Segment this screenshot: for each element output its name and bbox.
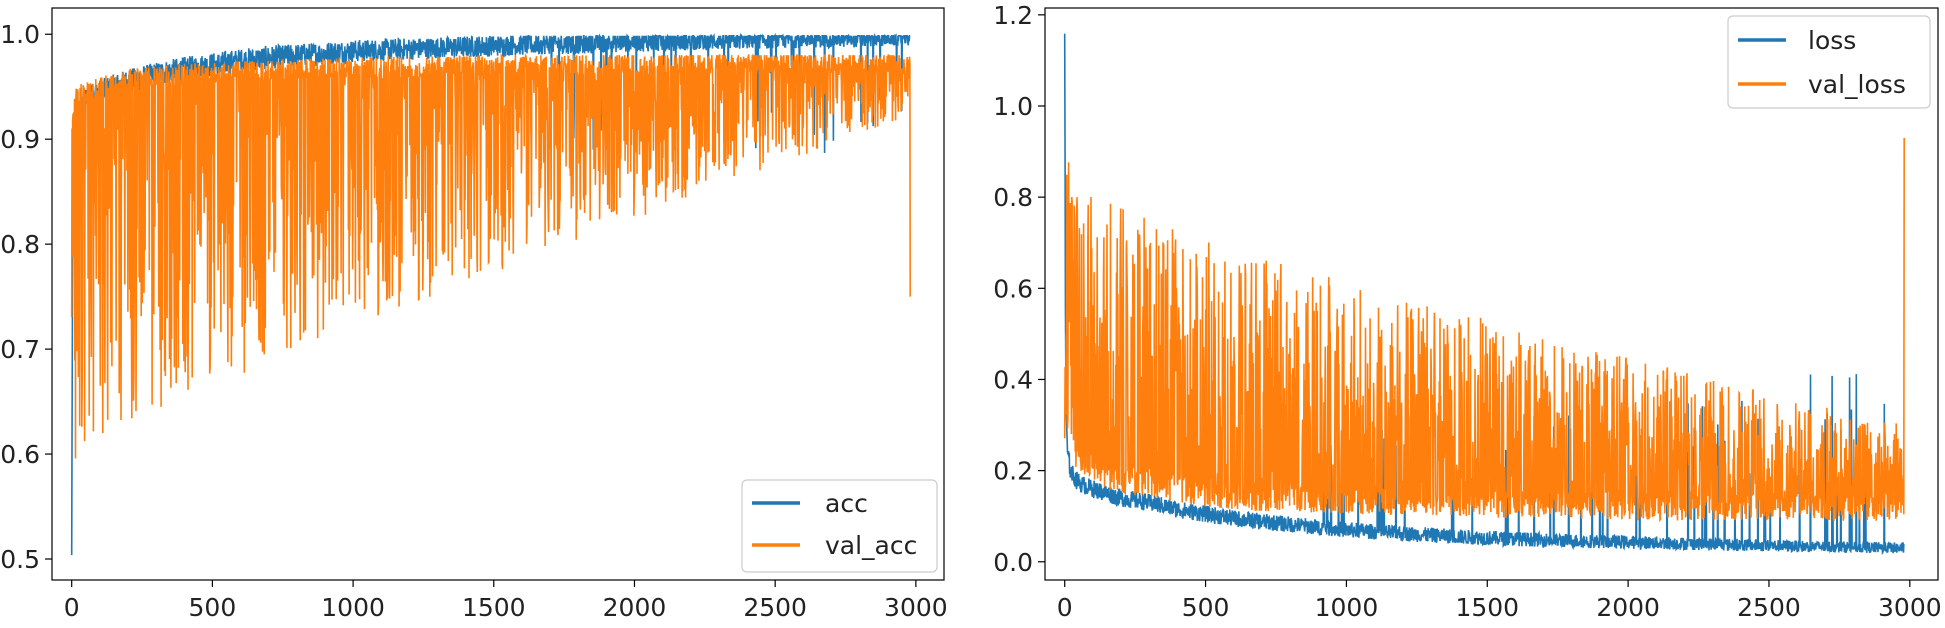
y-tick-label: 1.0 (993, 92, 1033, 121)
y-tick-label: 0.6 (0, 440, 40, 469)
x-tick-label: 1500 (1455, 593, 1519, 622)
accuracy-plot-frame (51, 7, 945, 581)
x-tick-label: 0 (64, 593, 80, 622)
x-tick-label: 500 (189, 593, 237, 622)
accuracy-chart: 0.5 0.6 0.7 0.8 0.9 1.0 0 500 1000 1500 2000 2500 3… (0, 7, 948, 622)
x-tick-label: 2000 (1596, 593, 1660, 622)
y-tick-label: 0.9 (0, 125, 40, 154)
legend-label-val-acc: val_acc (825, 531, 917, 560)
x-tick-label: 1000 (1315, 593, 1379, 622)
loss-plot-frame (1044, 7, 1939, 581)
x-tick-label: 2500 (1737, 593, 1801, 622)
accuracy-series-val-acc (70, 53, 912, 459)
y-tick-label: 0.6 (993, 274, 1033, 303)
accuracy-series-acc (70, 32, 911, 556)
x-tick-label: 1000 (321, 593, 385, 622)
x-tick-label: 500 (1182, 593, 1230, 622)
y-tick-label: 0.8 (993, 183, 1033, 212)
y-tick-label: 0.8 (0, 230, 40, 259)
y-tick-label: 0.5 (0, 545, 40, 574)
accuracy-series-layer (70, 32, 912, 556)
y-tick-label: 0.0 (993, 548, 1033, 577)
x-tick-label: 3000 (884, 593, 948, 622)
x-tick-label: 3000 (1878, 593, 1942, 622)
loss-x-axis: 0 500 1000 1500 2000 2500 3000 (1057, 580, 1942, 622)
loss-series-val-loss (1063, 137, 1905, 523)
accuracy-legend: acc val_acc (741, 479, 938, 573)
x-tick-label: 1500 (462, 593, 526, 622)
x-tick-label: 2000 (603, 593, 667, 622)
accuracy-y-axis: 0.5 0.6 0.7 0.8 0.9 1.0 (0, 20, 52, 574)
y-tick-label: 0.2 (993, 457, 1033, 486)
loss-legend: loss val_loss (1727, 15, 1931, 109)
y-tick-label: 1.0 (0, 20, 40, 49)
x-tick-label: 2500 (743, 593, 807, 622)
y-tick-label: 0.4 (993, 365, 1033, 394)
legend-label-loss: loss (1808, 26, 1856, 55)
legend-label-val-loss: val_loss (1808, 70, 1906, 99)
x-tick-label: 0 (1057, 593, 1073, 622)
legend-label-acc: acc (825, 489, 868, 518)
y-tick-label: 0.7 (0, 335, 40, 364)
loss-y-axis: 0.0 0.2 0.4 0.6 0.8 1.0 1.2 (993, 1, 1045, 577)
accuracy-x-axis: 0 500 1000 1500 2000 2500 3000 (64, 580, 948, 622)
loss-chart: 0.0 0.2 0.4 0.6 0.8 1.0 1.2 0 500 1000 1500 2000 25… (993, 1, 1941, 622)
loss-series-layer (1063, 33, 1905, 556)
y-tick-label: 1.2 (993, 1, 1033, 30)
